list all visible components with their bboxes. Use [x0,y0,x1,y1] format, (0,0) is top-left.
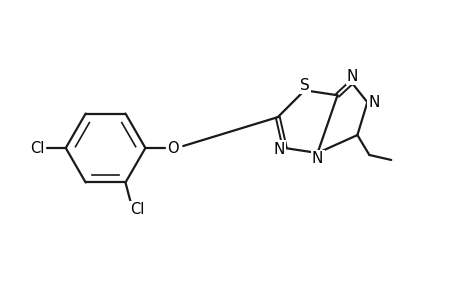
Text: S: S [299,78,309,93]
Text: N: N [311,152,323,166]
Text: N: N [273,142,284,157]
Text: N: N [368,95,379,110]
Text: Cl: Cl [130,202,144,217]
Text: Cl: Cl [30,140,44,155]
Text: N: N [346,69,358,84]
Text: O: O [167,140,179,155]
